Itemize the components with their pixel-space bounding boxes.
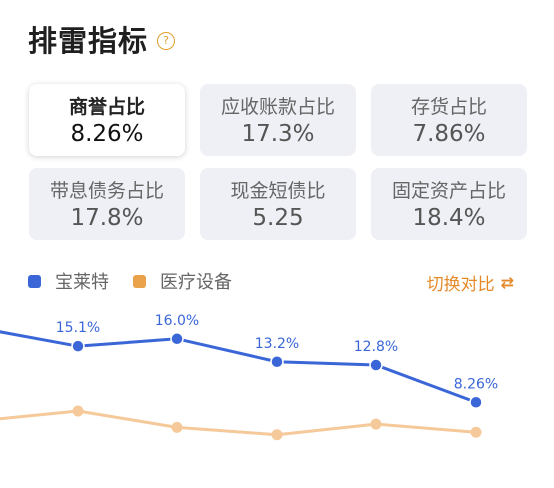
metric-label: 带息债务占比 bbox=[49, 180, 164, 202]
legend-item-industry[interactable]: 医疗设备 bbox=[133, 268, 232, 294]
legend-item-company[interactable]: 宝莱特 bbox=[28, 268, 109, 294]
metric-card-cash-debt-ratio[interactable]: 现金短债比 5.25 bbox=[200, 168, 356, 240]
data-label: 16.0% bbox=[155, 313, 199, 329]
metric-card-interest-debt[interactable]: 带息债务占比 17.8% bbox=[29, 168, 185, 240]
page-title: 排雷指标 bbox=[28, 24, 149, 58]
chart-legend: 宝莱特 医疗设备 bbox=[28, 268, 256, 294]
legend-label: 医疗设备 bbox=[160, 272, 232, 293]
data-label: 8.26% bbox=[454, 376, 498, 392]
data-point-industry[interactable] bbox=[370, 418, 382, 430]
legend-label: 宝莱特 bbox=[55, 272, 109, 293]
data-point-company[interactable] bbox=[270, 355, 284, 369]
title-row: 排雷指标 ? bbox=[28, 18, 176, 60]
series-line-industry bbox=[0, 409, 477, 437]
data-label: 12.8% bbox=[354, 339, 398, 355]
data-label: 13.2% bbox=[255, 336, 299, 352]
metric-value: 7.86% bbox=[412, 121, 486, 147]
switch-compare-label: 切换对比 bbox=[426, 275, 495, 295]
legend-swatch-industry bbox=[133, 274, 146, 288]
metric-value: 18.4% bbox=[412, 205, 486, 231]
data-point-industry[interactable] bbox=[171, 421, 183, 433]
switch-compare-button[interactable]: 切换对比 ⇄ bbox=[427, 270, 514, 295]
data-point-industry[interactable] bbox=[271, 429, 283, 441]
series-line-company bbox=[0, 330, 477, 404]
metric-card-receivables[interactable]: 应收账款占比 17.3% bbox=[200, 84, 356, 156]
metrics-grid: 商誉占比 8.26% 应收账款占比 17.3% 存货占比 7.86% 带息债务占… bbox=[29, 84, 527, 240]
question-circle-icon[interactable]: ? bbox=[157, 32, 176, 50]
metric-card-inventory[interactable]: 存货占比 7.86% bbox=[371, 84, 527, 156]
data-point-company[interactable] bbox=[71, 339, 85, 353]
line-chart: 15.1% 16.0% 13.2% 12.8% 8.26% bbox=[0, 313, 498, 441]
data-point-company[interactable] bbox=[369, 358, 383, 372]
metric-label: 应收账款占比 bbox=[220, 96, 335, 118]
metric-value: 5.25 bbox=[252, 205, 304, 231]
metric-value: 17.8% bbox=[70, 205, 144, 231]
metric-label: 存货占比 bbox=[410, 96, 487, 118]
data-label: 15.1% bbox=[56, 320, 100, 336]
switch-compare-icon: ⇄ bbox=[500, 273, 514, 292]
metric-card-goodwill[interactable]: 商誉占比 8.26% bbox=[29, 84, 185, 156]
metric-card-fixed-assets[interactable]: 固定资产占比 18.4% bbox=[371, 168, 527, 240]
legend-swatch-company bbox=[28, 274, 41, 288]
metric-value: 17.3% bbox=[241, 121, 315, 147]
data-point-industry[interactable] bbox=[470, 426, 482, 438]
metric-value: 8.26% bbox=[70, 121, 144, 147]
metric-label: 固定资产占比 bbox=[391, 180, 506, 202]
data-point-company[interactable] bbox=[469, 395, 483, 410]
data-point-company[interactable] bbox=[170, 332, 184, 346]
data-point-industry[interactable] bbox=[72, 405, 84, 417]
metric-label: 现金短债比 bbox=[230, 180, 326, 202]
metric-label: 商誉占比 bbox=[68, 96, 145, 118]
